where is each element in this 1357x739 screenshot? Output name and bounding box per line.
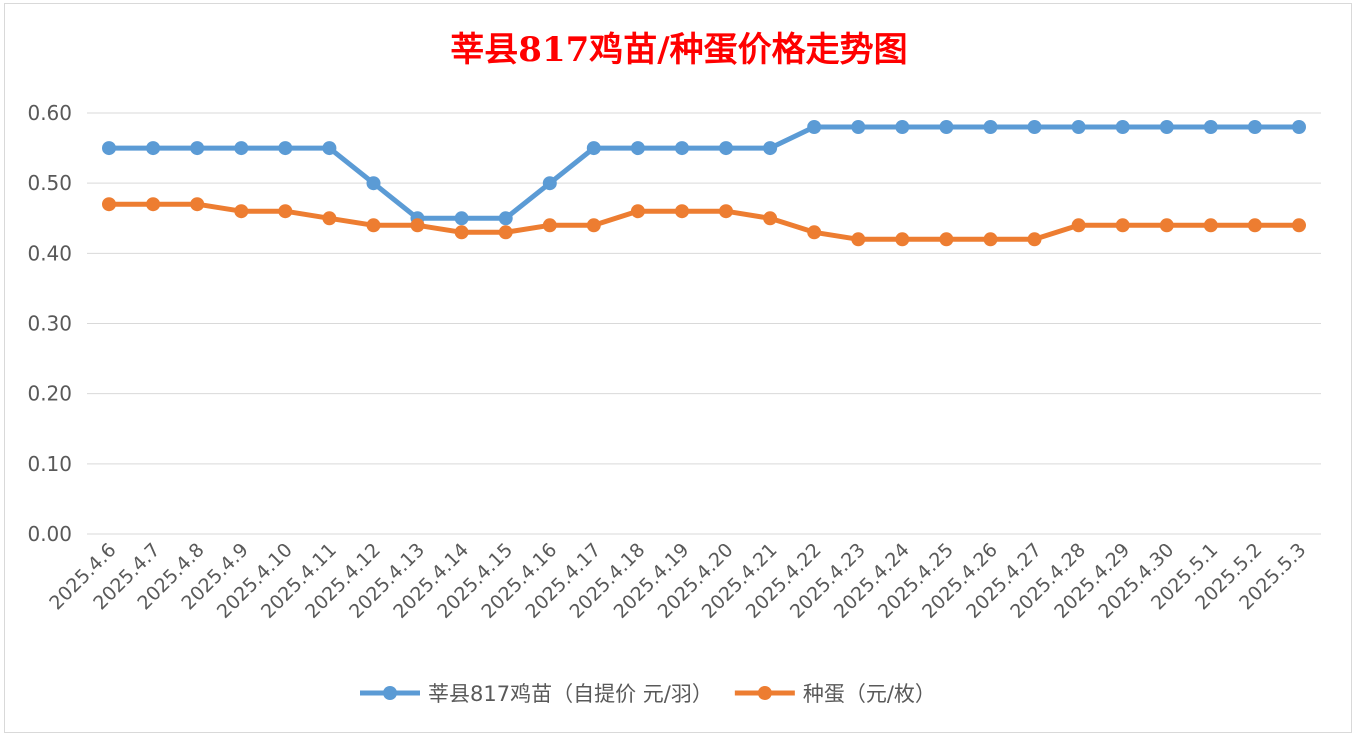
data-point (983, 120, 998, 134)
y-tick-label: 0.50 (27, 171, 72, 195)
data-point (190, 141, 205, 156)
data-point (719, 141, 733, 156)
data-point (366, 218, 381, 233)
series-line (109, 201, 1299, 242)
data-point (234, 141, 249, 156)
data-point (895, 232, 910, 247)
data-point (146, 197, 161, 212)
data-point (807, 225, 822, 240)
data-point (1071, 218, 1086, 233)
data-point (675, 141, 689, 156)
data-point (586, 141, 601, 156)
data-point (675, 204, 689, 219)
data-point (1247, 120, 1262, 134)
data-point (498, 225, 513, 240)
legend-item-1: 莘县817鸡苗（自提价 元/羽） (360, 682, 713, 706)
data-point (542, 176, 557, 191)
data-point (939, 120, 954, 134)
line-chart: 莘县817鸡苗/种蛋价格走势图 0.00 0.10 0.20 0.30 0.40 0.50… (27, 30, 1321, 706)
data-point (498, 211, 513, 226)
data-point (322, 141, 337, 156)
gridlines (87, 112, 1321, 535)
data-point (895, 120, 910, 134)
chart-title: 莘县817鸡苗/种蛋价格走势图 (450, 30, 907, 70)
legend-label: 莘县817鸡苗（自提价 元/羽） (428, 682, 713, 706)
data-point (278, 204, 293, 219)
data-point (807, 120, 822, 134)
data-point (542, 218, 557, 233)
legend-item-2: 种蛋（元/枚） (734, 682, 936, 706)
legend-label: 种蛋（元/枚） (803, 682, 936, 706)
data-point (322, 211, 337, 226)
data-point (454, 225, 469, 240)
y-tick-label: 0.30 (27, 312, 72, 336)
data-point (366, 176, 381, 191)
data-point (1292, 120, 1306, 134)
data-point (454, 211, 469, 226)
data-point (1203, 120, 1218, 134)
data-point (939, 232, 954, 247)
legend-marker (757, 686, 772, 700)
data-point (1071, 120, 1086, 134)
data-point (851, 120, 866, 134)
series-2 (102, 197, 1306, 247)
data-point (983, 232, 998, 247)
y-tick-label: 0.20 (27, 382, 72, 406)
data-point (586, 218, 601, 233)
data-point (719, 204, 733, 219)
data-point (146, 141, 161, 156)
y-tick-label: 0.60 (27, 101, 72, 125)
data-point (1115, 218, 1130, 233)
data-point (851, 232, 866, 247)
data-point (278, 141, 293, 156)
y-tick-label: 0.40 (27, 241, 72, 265)
data-point (1203, 218, 1218, 233)
y-tick-label: 0.00 (27, 522, 72, 546)
data-point (190, 197, 205, 212)
data-point (234, 204, 249, 219)
data-point (1159, 218, 1174, 233)
y-axis-ticks: 0.00 0.10 0.20 0.30 0.40 0.50 0.60 (27, 101, 72, 546)
series-layer (102, 120, 1306, 247)
data-point (1115, 120, 1130, 134)
data-point (1159, 120, 1174, 134)
data-point (630, 141, 645, 156)
data-point (1247, 218, 1262, 233)
x-axis-ticks: 2025.4.62025.4.72025.4.82025.4.92025.4.1… (45, 539, 1310, 623)
data-point (102, 197, 116, 212)
data-point (410, 218, 425, 233)
data-point (763, 141, 778, 156)
chart-area: 莘县817鸡苗/种蛋价格走势图 0.00 0.10 0.20 0.30 0.40 0.50… (4, 3, 1352, 733)
data-point (1292, 218, 1306, 233)
data-point (102, 141, 116, 156)
legend-marker (383, 686, 397, 700)
series-1 (102, 120, 1306, 226)
data-point (1027, 120, 1042, 134)
data-point (1027, 232, 1042, 247)
legend: 莘县817鸡苗（自提价 元/羽） 种蛋（元/枚） (360, 682, 936, 706)
data-point (630, 204, 645, 219)
data-point (763, 211, 778, 226)
y-tick-label: 0.10 (27, 452, 72, 476)
series-line (109, 124, 1299, 221)
